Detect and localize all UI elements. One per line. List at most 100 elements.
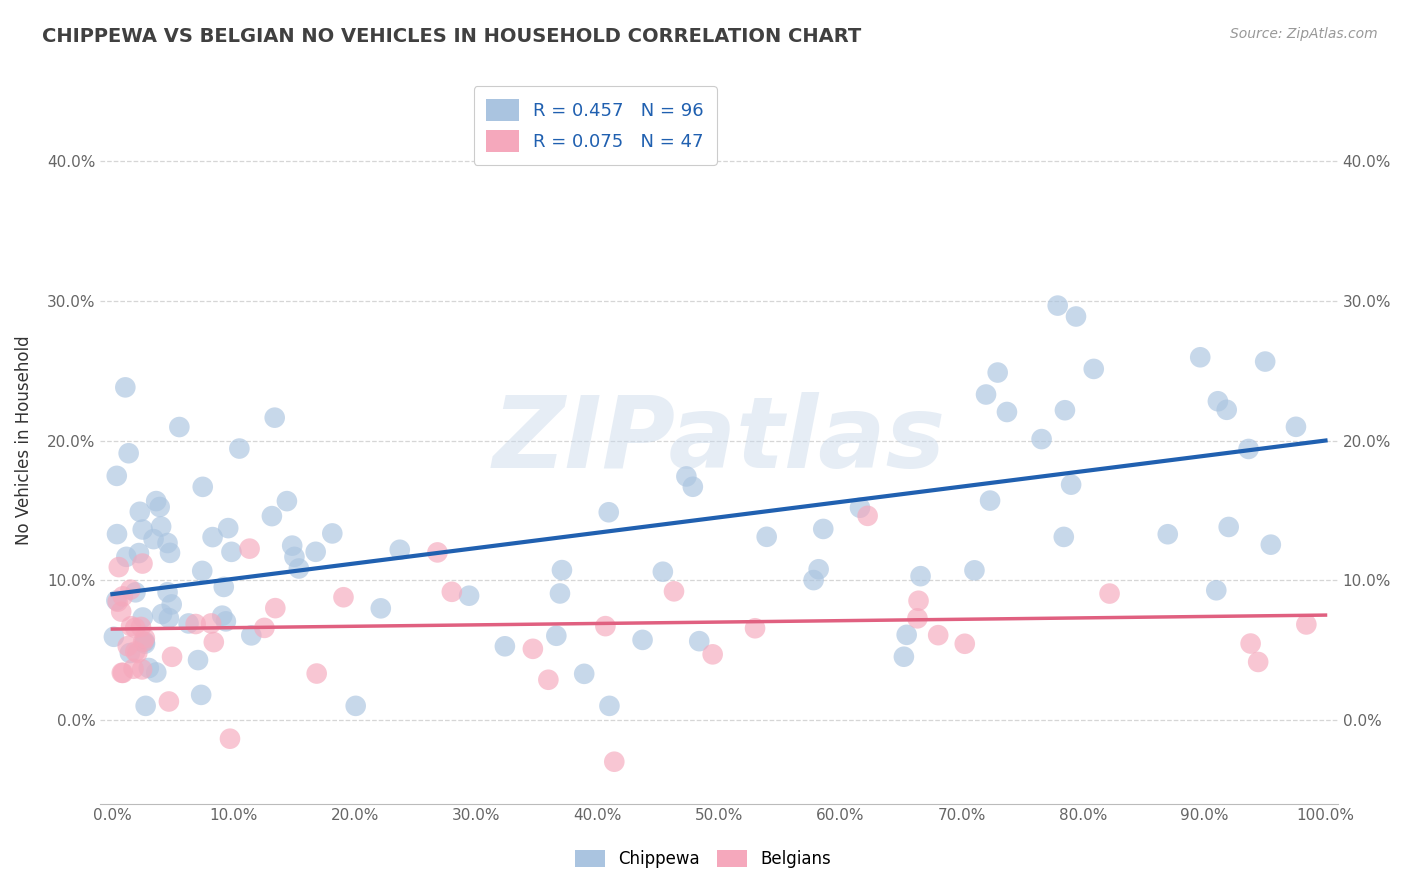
Point <box>283 549 305 564</box>
Point <box>551 563 574 577</box>
Point <box>1254 354 1277 368</box>
Point <box>979 493 1001 508</box>
Point <box>522 641 544 656</box>
Point <box>927 628 949 642</box>
Point <box>211 608 233 623</box>
Point <box>688 634 710 648</box>
Point <box>849 500 872 515</box>
Point <box>1098 586 1121 600</box>
Point <box>682 480 704 494</box>
Point <box>963 563 986 577</box>
Point <box>803 573 825 587</box>
Point <box>907 611 929 625</box>
Point <box>537 673 560 687</box>
Point <box>1295 617 1317 632</box>
Point <box>388 542 411 557</box>
Point <box>253 621 276 635</box>
Point <box>1237 442 1260 456</box>
Point <box>598 698 620 713</box>
Point <box>974 387 997 401</box>
Point <box>344 698 367 713</box>
Point <box>114 380 136 394</box>
Point <box>157 611 180 625</box>
Point <box>907 593 929 607</box>
Point <box>111 590 134 604</box>
Point <box>105 527 128 541</box>
Point <box>263 410 285 425</box>
Text: Source: ZipAtlas.com: Source: ZipAtlas.com <box>1230 27 1378 41</box>
Point <box>131 662 153 676</box>
Point <box>117 639 139 653</box>
Point <box>212 580 235 594</box>
Point <box>856 508 879 523</box>
Point <box>105 468 128 483</box>
Point <box>132 634 155 648</box>
Point <box>103 630 125 644</box>
Point <box>1053 530 1076 544</box>
Point <box>239 541 262 556</box>
Point <box>191 480 214 494</box>
Point <box>177 616 200 631</box>
Point <box>702 648 724 662</box>
Point <box>1239 636 1261 650</box>
Point <box>440 584 463 599</box>
Point <box>813 522 835 536</box>
Point <box>124 621 146 635</box>
Point <box>744 621 766 635</box>
Point <box>131 523 153 537</box>
Point <box>305 666 328 681</box>
Point <box>1218 520 1240 534</box>
Point <box>150 607 173 621</box>
Point <box>215 615 238 629</box>
Point <box>131 557 153 571</box>
Point <box>107 595 129 609</box>
Point <box>332 591 354 605</box>
Point <box>1205 583 1227 598</box>
Point <box>129 620 152 634</box>
Point <box>598 505 620 519</box>
Point <box>150 519 173 533</box>
Point <box>201 530 224 544</box>
Point <box>1083 362 1105 376</box>
Point <box>995 405 1018 419</box>
Point <box>160 649 183 664</box>
Point <box>1206 394 1229 409</box>
Point <box>169 420 191 434</box>
Point <box>105 593 128 607</box>
Point <box>494 640 516 654</box>
Point <box>138 661 160 675</box>
Point <box>160 598 183 612</box>
Point <box>1031 432 1053 446</box>
Text: ZIPatlas: ZIPatlas <box>492 392 945 489</box>
Point <box>149 500 172 514</box>
Point <box>370 601 392 615</box>
Point <box>111 665 134 680</box>
Point <box>595 619 617 633</box>
Point <box>134 637 156 651</box>
Point <box>1060 477 1083 491</box>
Point <box>1285 419 1308 434</box>
Legend: R = 0.457   N = 96, R = 0.075   N = 47: R = 0.457 N = 96, R = 0.075 N = 47 <box>474 87 717 165</box>
Point <box>127 646 149 660</box>
Point <box>124 644 146 658</box>
Point <box>1260 538 1282 552</box>
Point <box>1189 351 1212 365</box>
Point <box>260 509 283 524</box>
Point <box>145 665 167 680</box>
Point <box>631 632 654 647</box>
Point <box>1064 310 1087 324</box>
Point <box>159 546 181 560</box>
Point <box>115 549 138 564</box>
Point <box>987 366 1010 380</box>
Point <box>651 565 673 579</box>
Point <box>156 536 179 550</box>
Point <box>118 446 141 460</box>
Point <box>187 653 209 667</box>
Point <box>953 637 976 651</box>
Point <box>128 546 150 560</box>
Point <box>110 605 132 619</box>
Point <box>264 601 287 615</box>
Point <box>135 698 157 713</box>
Point <box>1215 402 1237 417</box>
Point <box>896 628 918 642</box>
